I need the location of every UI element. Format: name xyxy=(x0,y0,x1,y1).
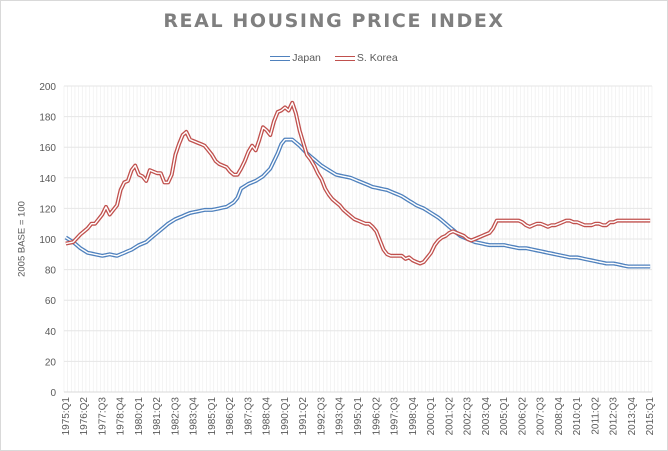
x-tick-label: 1987:Q3 xyxy=(243,397,254,436)
x-tick-label: 1977:Q3 xyxy=(97,397,108,436)
x-tick-label: 1996:Q2 xyxy=(371,397,382,436)
legend-swatch-korea xyxy=(334,55,355,61)
x-tick-label: 2001:Q2 xyxy=(444,397,455,436)
y-tick-label: 60 xyxy=(45,296,57,307)
x-tick-label: 1998:Q4 xyxy=(408,397,419,436)
x-tick-label: 1993:Q4 xyxy=(335,397,346,436)
series-line-inner-japan xyxy=(65,138,651,268)
y-tick-label: 180 xyxy=(39,113,56,124)
series-line-inner-s-korea xyxy=(65,102,651,265)
y-tick-label: 140 xyxy=(39,174,56,185)
y-tick-label: 100 xyxy=(39,235,56,246)
x-tick-label: 1991:Q2 xyxy=(298,397,309,436)
y-tick-label: 120 xyxy=(39,204,56,215)
x-tick-label: 1986:Q2 xyxy=(225,397,236,436)
x-tick-label: 2003:Q4 xyxy=(481,397,492,436)
x-tick-label: 2005:Q1 xyxy=(499,397,510,436)
x-tick-label: 1983:Q4 xyxy=(189,397,200,436)
legend: Japan S. Korea xyxy=(0,52,668,64)
x-tick-label: 2012:Q3 xyxy=(609,397,620,436)
x-tick-label: 2013:Q4 xyxy=(627,397,638,436)
x-tick-label: 1995:Q1 xyxy=(353,397,364,436)
x-tick-label: 2000:Q1 xyxy=(426,397,437,436)
x-tick-label: 2010:Q1 xyxy=(572,397,583,436)
y-tick-label: 0 xyxy=(50,388,56,399)
y-tick-label: 160 xyxy=(39,143,56,154)
legend-label-japan: Japan xyxy=(292,52,321,64)
y-tick-label: 200 xyxy=(39,82,56,93)
x-tick-label: 2015:Q1 xyxy=(645,397,656,436)
y-tick-label: 20 xyxy=(45,357,57,368)
y-tick-label: 40 xyxy=(45,327,57,338)
x-tick-label: 1982:Q3 xyxy=(170,397,181,436)
series-line-japan xyxy=(64,137,651,269)
x-tick-label: 1985:Q1 xyxy=(207,397,218,436)
x-tick-label: 2008:Q4 xyxy=(554,397,565,436)
x-tick-label: 1992:Q3 xyxy=(316,397,327,436)
x-tick-label: 1990:Q1 xyxy=(280,397,291,436)
x-tick-label: 1997:Q3 xyxy=(390,397,401,436)
x-tick-label: 2006:Q2 xyxy=(517,397,528,436)
legend-label-korea: S. Korea xyxy=(356,52,398,64)
chart-title: REAL HOUSING PRICE INDEX xyxy=(163,10,505,32)
x-tick-label: 1981:Q2 xyxy=(152,397,163,436)
legend-swatch-japan xyxy=(270,55,291,61)
x-tick-label: 2007:Q3 xyxy=(536,397,547,436)
x-tick-label: 2011:Q2 xyxy=(590,397,601,435)
legend-item-korea: S. Korea xyxy=(334,52,398,64)
x-tick-label: 2002:Q3 xyxy=(463,397,474,436)
x-tick-label: 1988:Q4 xyxy=(262,397,273,436)
x-tick-label: 1980:Q1 xyxy=(134,397,145,436)
x-tick-label: 1975:Q1 xyxy=(61,397,72,436)
y-tick-label: 80 xyxy=(45,266,57,277)
x-tick-label: 1976:Q2 xyxy=(79,397,90,436)
legend-item-japan: Japan xyxy=(270,52,321,64)
x-tick-label: 1978:Q4 xyxy=(116,397,127,436)
